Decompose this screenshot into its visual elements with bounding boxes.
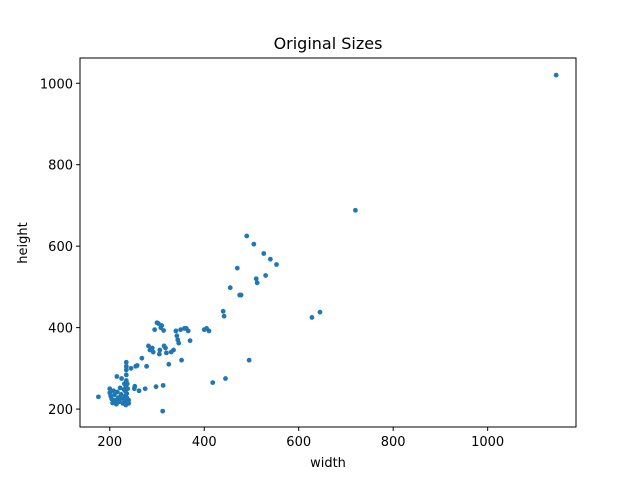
data-point: [166, 361, 172, 367]
data-point: [149, 345, 155, 351]
data-point: [161, 328, 167, 333]
data-point: [125, 386, 131, 392]
data-point: [153, 384, 159, 390]
data-point: [160, 408, 166, 414]
data-point: [114, 389, 120, 395]
data-point: [178, 327, 184, 333]
data-point: [185, 328, 191, 334]
x-axis-label: width: [310, 456, 346, 471]
data-point: [111, 388, 116, 394]
x-tick-label: 400: [192, 435, 217, 450]
data-point: [146, 343, 151, 349]
data-point: [109, 396, 115, 402]
data-point: [553, 72, 559, 78]
data-point: [128, 365, 134, 371]
data-point: [126, 400, 132, 406]
data-point: [174, 333, 180, 339]
x-tick-label: 600: [286, 435, 311, 450]
data-point: [117, 385, 123, 391]
data-point: [136, 388, 142, 394]
chart-title: Original Sizes: [274, 34, 383, 53]
data-point: [176, 340, 182, 346]
data-point: [253, 276, 259, 282]
x-tick-label: 800: [381, 435, 406, 450]
data-point: [134, 363, 140, 368]
data-point: [150, 349, 156, 355]
y-tick-label: 1000: [40, 77, 73, 92]
data-point: [157, 347, 163, 353]
data-point: [179, 357, 184, 363]
y-tick-label: 800: [48, 159, 73, 174]
data-point: [107, 386, 113, 392]
data-point: [221, 313, 227, 319]
data-point: [171, 347, 176, 353]
data-point: [114, 374, 120, 379]
y-tick-label: 600: [48, 240, 73, 255]
data-point: [144, 363, 150, 369]
y-tick-label: 400: [48, 322, 73, 337]
data-point: [251, 241, 257, 247]
y-axis-label: height: [16, 222, 31, 263]
x-tick-label: 1000: [471, 435, 504, 450]
data-point: [263, 273, 269, 278]
data-point: [267, 256, 273, 262]
data-point: [123, 359, 129, 365]
data-point: [187, 338, 193, 344]
data-point: [142, 386, 148, 392]
data-point: [246, 357, 252, 363]
data-point: [96, 394, 101, 400]
data-point: [118, 392, 124, 397]
data-points: [96, 72, 559, 414]
data-point: [132, 383, 138, 389]
data-point: [159, 323, 165, 328]
data-point: [210, 380, 216, 386]
x-tick-label: 200: [97, 435, 122, 450]
data-point: [119, 376, 124, 381]
data-point: [116, 399, 122, 405]
data-point: [163, 345, 168, 351]
y-tick-label: 200: [48, 403, 73, 418]
data-point: [139, 355, 145, 361]
data-point: [124, 381, 130, 387]
data-point: [317, 309, 323, 315]
data-point: [227, 285, 233, 291]
data-point: [152, 327, 158, 333]
data-point: [352, 207, 358, 213]
data-point: [115, 395, 121, 401]
data-point: [123, 372, 129, 378]
data-point: [309, 315, 315, 320]
data-point: [261, 251, 267, 256]
data-point: [274, 262, 279, 267]
plot-frame: [79, 57, 577, 428]
data-point: [123, 367, 129, 373]
data-point: [124, 391, 130, 397]
data-point: [220, 308, 226, 314]
data-point: [156, 351, 162, 357]
data-point: [238, 292, 244, 298]
data-point: [244, 233, 250, 239]
data-point: [160, 383, 166, 388]
data-point: [223, 376, 228, 381]
data-point: [164, 350, 169, 356]
data-point: [123, 363, 129, 369]
data-point: [234, 265, 240, 271]
data-point: [206, 328, 212, 334]
data-point: [254, 280, 260, 286]
data-point: [173, 328, 179, 334]
axis-ticks: 200 400 600 800 1000 200 400 600 800 1000: [40, 77, 504, 450]
